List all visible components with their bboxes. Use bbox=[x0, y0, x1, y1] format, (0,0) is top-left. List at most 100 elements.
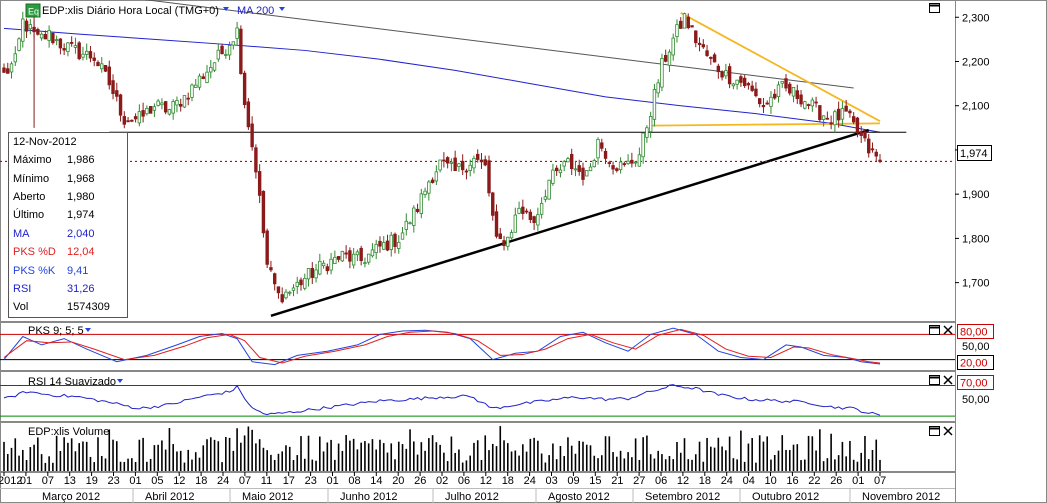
pks-tick-50: 50,00 bbox=[962, 341, 990, 353]
x-day-label: 26 bbox=[414, 475, 426, 487]
candle-body bbox=[77, 42, 81, 60]
rsi-title[interactable]: RSI 14 Suavizado bbox=[28, 376, 116, 388]
x-day-label: 27 bbox=[633, 475, 645, 487]
x-month-label: Julho 2012 bbox=[445, 491, 499, 503]
info-row-value: 12,04 bbox=[67, 246, 95, 259]
candle-body bbox=[17, 38, 21, 51]
info-row-key: Vol bbox=[13, 301, 29, 314]
candle-body bbox=[833, 111, 837, 126]
ma-label[interactable]: MA 200 bbox=[237, 5, 274, 17]
candle-body bbox=[859, 131, 863, 136]
ma-dropdown-icon[interactable] bbox=[279, 7, 285, 11]
candle-body bbox=[197, 75, 202, 88]
candle-body bbox=[667, 51, 672, 66]
candle-body bbox=[336, 256, 341, 260]
candle-body bbox=[276, 286, 281, 294]
x-day-label: 24 bbox=[721, 475, 733, 487]
x-day-label: 24 bbox=[217, 475, 229, 487]
volume-maximize-icon[interactable] bbox=[929, 426, 940, 436]
trendline-orange-flat bbox=[650, 122, 881, 127]
candle-body bbox=[795, 90, 799, 100]
candle-body bbox=[28, 24, 33, 30]
pks-dropdown-icon[interactable] bbox=[85, 328, 91, 332]
candle-body bbox=[491, 192, 495, 216]
candle-body bbox=[269, 267, 273, 271]
pks-lines bbox=[0, 327, 955, 366]
x-day-label: 18 bbox=[195, 475, 207, 487]
candle-body bbox=[81, 53, 85, 58]
candle-body bbox=[509, 232, 514, 239]
volume-close-icon[interactable] bbox=[943, 426, 953, 436]
last-price-box bbox=[957, 145, 992, 161]
volume-title[interactable]: EDP:xlis Volume bbox=[28, 426, 109, 438]
candle-body bbox=[359, 247, 363, 262]
price-maximize-icon[interactable] bbox=[929, 3, 940, 13]
candle-body bbox=[701, 44, 705, 48]
candle-body bbox=[227, 45, 232, 56]
rsi-dropdown-icon[interactable] bbox=[117, 379, 123, 383]
candle-body bbox=[652, 89, 657, 120]
candle-body bbox=[427, 181, 431, 194]
candle-body bbox=[746, 83, 751, 86]
candle-body bbox=[190, 84, 194, 98]
rsi-series bbox=[3, 384, 881, 416]
candle-body bbox=[310, 268, 314, 278]
info-row-value: 1,974 bbox=[67, 209, 95, 222]
pks-level-20-box bbox=[957, 355, 994, 370]
price-tick-label: 1,800 bbox=[962, 233, 990, 245]
candle-body bbox=[626, 160, 630, 164]
x-month-label: Outubro 2012 bbox=[752, 491, 819, 503]
title-dropdown-icon[interactable] bbox=[223, 7, 229, 11]
pks-series-k bbox=[3, 327, 881, 366]
candle-body bbox=[224, 54, 228, 56]
x-month-label: Abril 2012 bbox=[145, 491, 195, 503]
candle-body bbox=[288, 291, 292, 294]
candle-body bbox=[92, 57, 96, 61]
x-day-label: 15 bbox=[589, 475, 601, 487]
x-day-label: 01 bbox=[852, 475, 864, 487]
candle-body bbox=[43, 33, 48, 40]
candle-body bbox=[340, 250, 345, 262]
rsi-maximize-icon[interactable] bbox=[929, 375, 940, 385]
x-day-label: 16 bbox=[786, 475, 798, 487]
candle-body bbox=[585, 170, 589, 177]
candle-body bbox=[694, 30, 698, 44]
candle-body bbox=[851, 116, 856, 123]
info-row: Aberto 1,980 bbox=[9, 188, 127, 206]
candle-body bbox=[709, 56, 713, 59]
pks-maximize-icon[interactable] bbox=[929, 325, 940, 335]
x-day-label: 13 bbox=[64, 475, 76, 487]
x-month-label: Junho 2012 bbox=[340, 491, 398, 503]
info-row: RSI 31,26 bbox=[9, 280, 127, 298]
x-day-label: 23 bbox=[305, 475, 317, 487]
candle-body bbox=[848, 110, 852, 114]
candle-body bbox=[784, 78, 788, 89]
x-day-label: 12 bbox=[173, 475, 185, 487]
candle-body bbox=[600, 142, 604, 149]
candle-body bbox=[464, 170, 469, 173]
right-axis-frame bbox=[955, 0, 1047, 503]
candle-body bbox=[750, 85, 754, 91]
info-row-key: RSI bbox=[13, 282, 32, 295]
x-day-label: 18 bbox=[502, 475, 514, 487]
x-month-label: Maio 2012 bbox=[242, 491, 293, 503]
candle-body bbox=[167, 109, 172, 115]
candle-body bbox=[9, 63, 14, 73]
pks-close-icon[interactable] bbox=[943, 325, 953, 335]
info-row-value: 1,980 bbox=[67, 190, 95, 203]
candle-body bbox=[840, 108, 845, 120]
chart-title[interactable]: EDP:xlis Diário Hora Local (TMG+0) bbox=[42, 5, 219, 17]
candle-body bbox=[363, 262, 367, 265]
candle-body bbox=[58, 38, 63, 49]
candle-body bbox=[844, 105, 848, 112]
rsi-close-icon[interactable] bbox=[943, 375, 953, 385]
candle-body bbox=[412, 207, 416, 226]
info-row-key: Aberto bbox=[13, 190, 46, 203]
eq-badge[interactable] bbox=[25, 3, 41, 18]
candle-body bbox=[855, 117, 860, 134]
info-row: Mínimo 1,968 bbox=[9, 169, 127, 187]
candle-body bbox=[645, 127, 649, 138]
pks-title[interactable]: PKS 9; 5; 5 bbox=[28, 325, 84, 337]
candle-body bbox=[506, 236, 510, 247]
candle-body bbox=[265, 230, 269, 265]
